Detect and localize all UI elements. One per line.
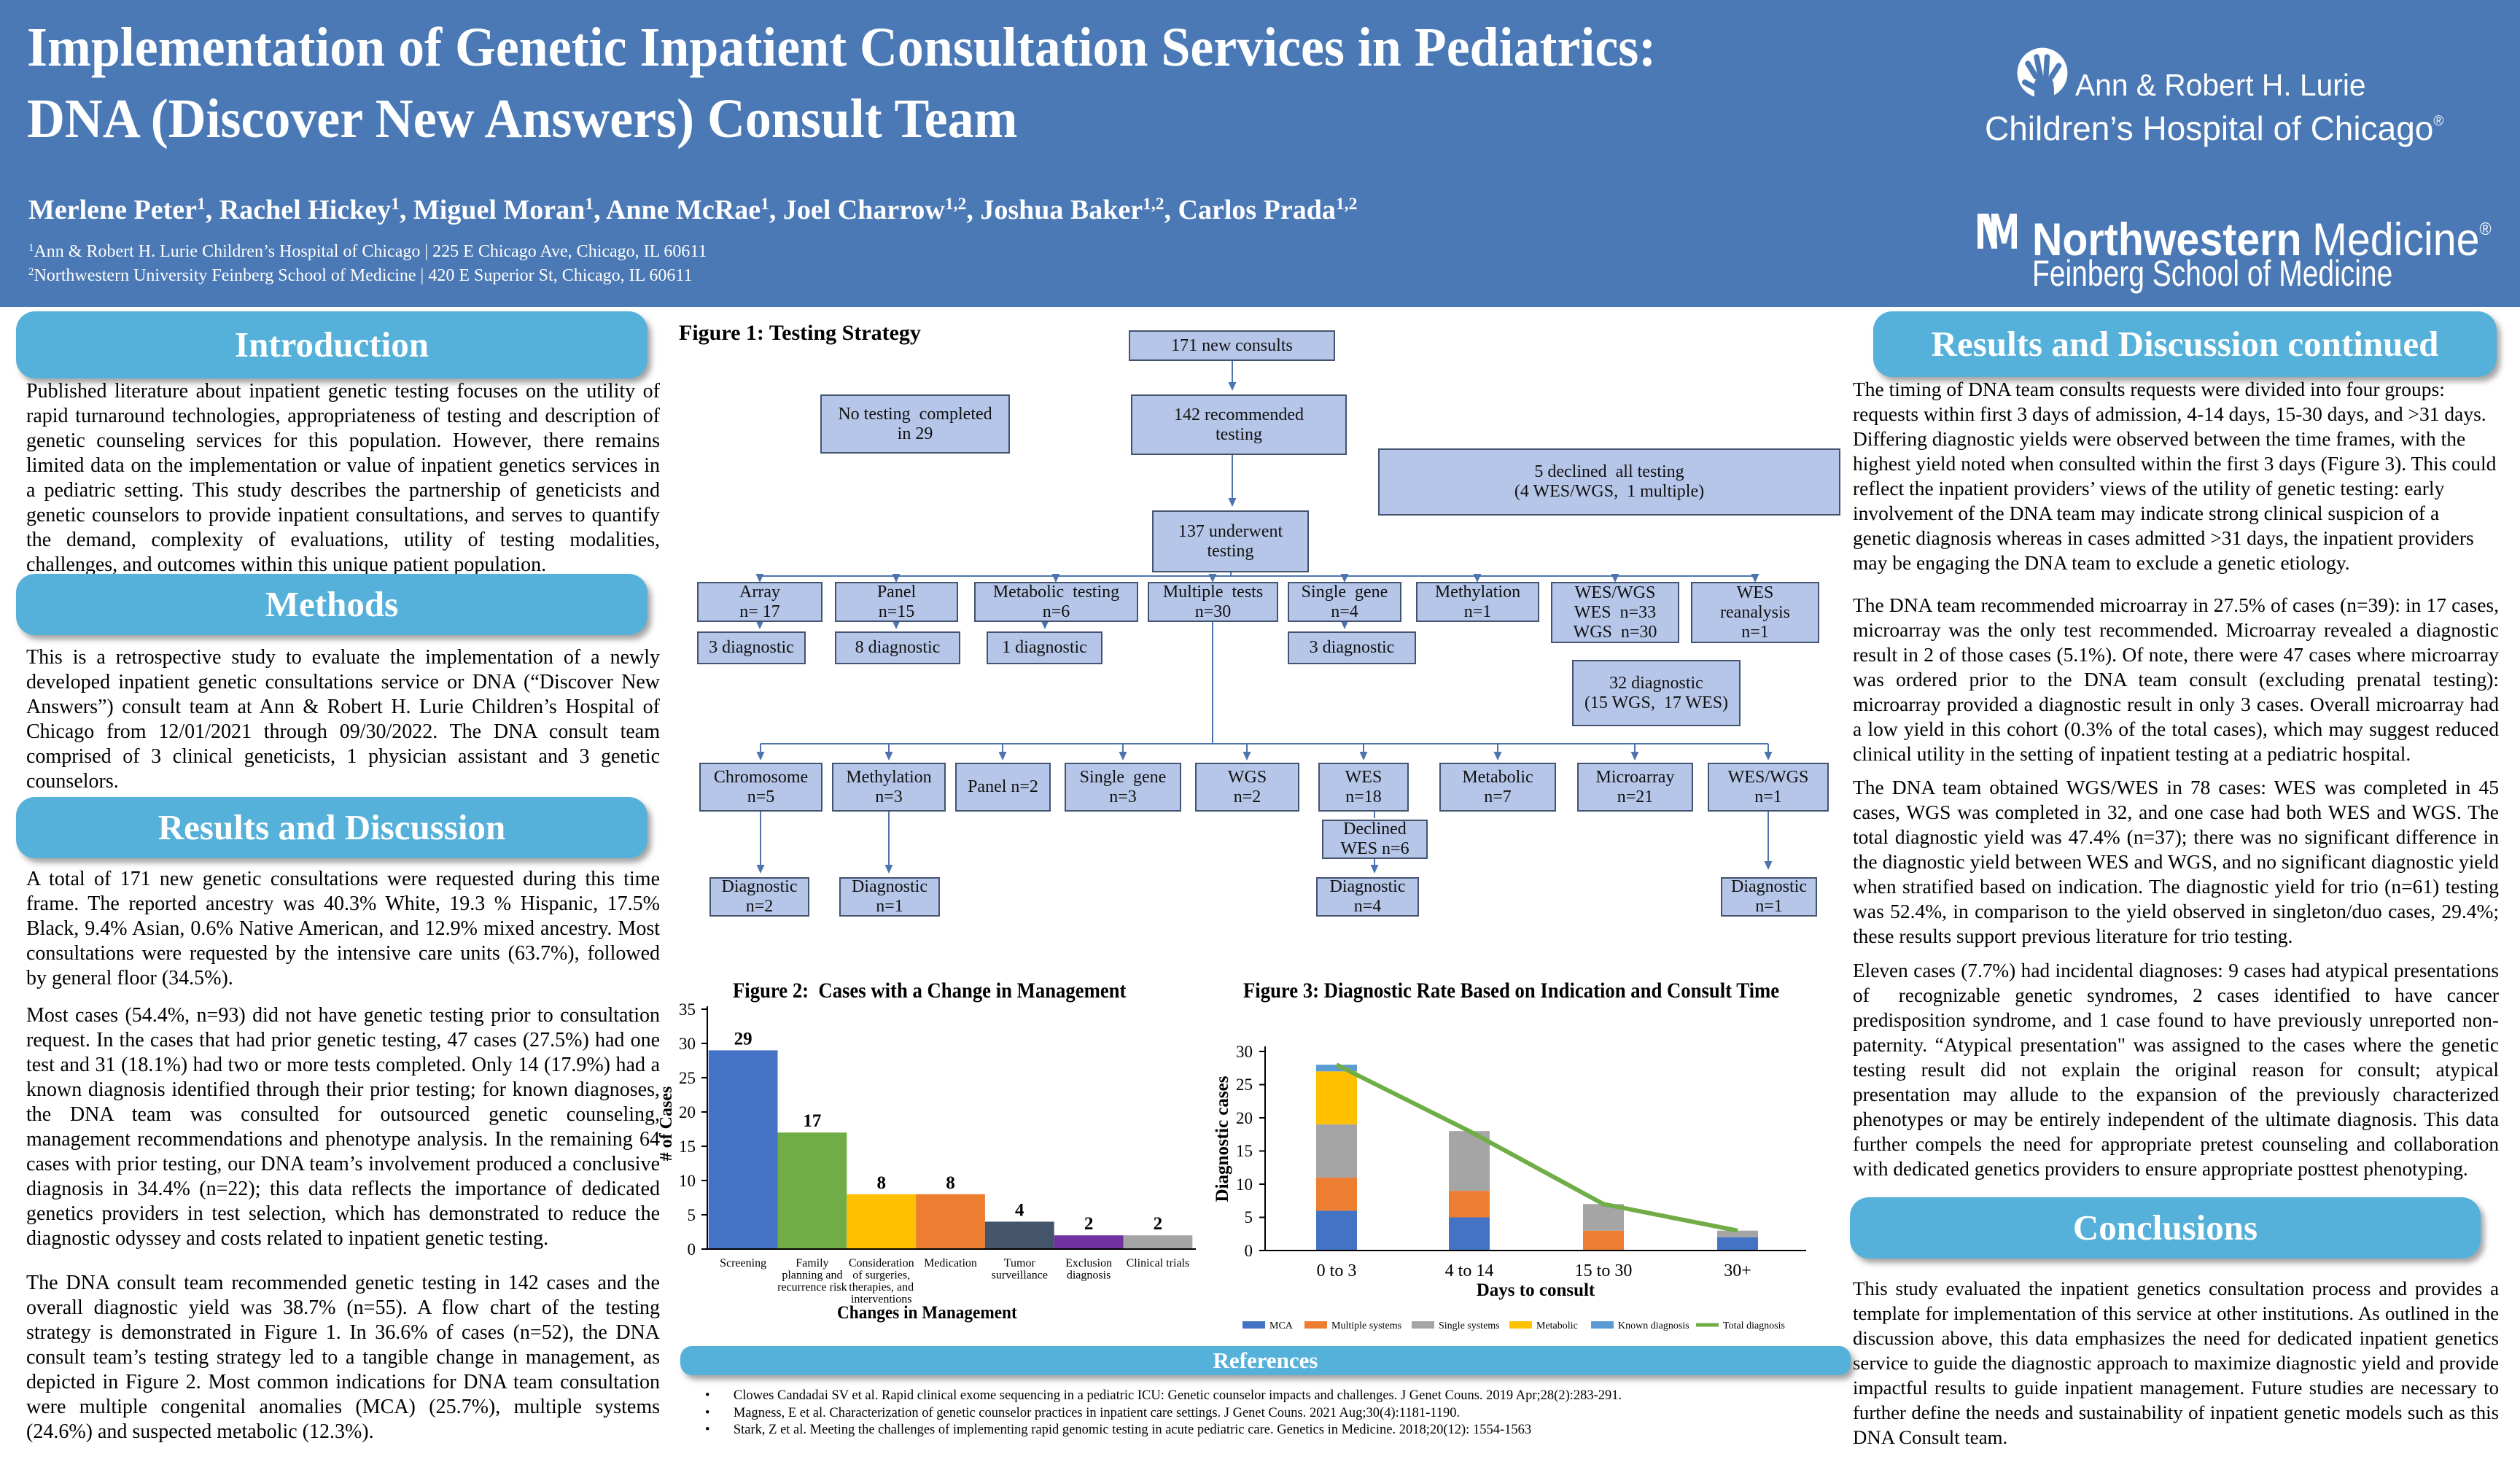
- svg-text:25: 25: [1236, 1076, 1253, 1094]
- svg-text:Clinical trials: Clinical trials: [1127, 1257, 1190, 1269]
- svg-text:0 to 3: 0 to 3: [1317, 1261, 1357, 1280]
- svg-text:20: 20: [1236, 1109, 1253, 1127]
- svg-text:therapies, and: therapies, and: [849, 1281, 914, 1294]
- svg-text:planning and: planning and: [782, 1269, 842, 1282]
- svg-text:29: 29: [734, 1029, 752, 1049]
- svg-text:17: 17: [803, 1111, 821, 1131]
- svg-text:diagnosis: diagnosis: [1067, 1269, 1111, 1282]
- svg-text:5: 5: [1245, 1208, 1253, 1226]
- svg-text:Single systems: Single systems: [1439, 1321, 1500, 1331]
- svg-text:MCA: MCA: [1269, 1321, 1294, 1331]
- svg-text:30: 30: [679, 1035, 696, 1053]
- svg-text:recurrence risk: recurrence risk: [777, 1281, 847, 1294]
- svg-text:Family: Family: [796, 1257, 828, 1269]
- svg-text:Diagnostic cases: Diagnostic cases: [1213, 1076, 1232, 1202]
- svg-text:2: 2: [1084, 1214, 1094, 1234]
- svg-text:35: 35: [679, 1000, 696, 1019]
- svg-text:Total diagnosis: Total diagnosis: [1723, 1321, 1785, 1331]
- svg-text:of surgeries,: of surgeries,: [852, 1269, 910, 1282]
- svg-text:15: 15: [679, 1138, 696, 1156]
- svg-text:Screening: Screening: [720, 1257, 766, 1269]
- svg-text:25: 25: [679, 1069, 696, 1087]
- svg-text:30: 30: [1236, 1043, 1253, 1061]
- svg-text:10: 10: [1236, 1175, 1253, 1194]
- svg-text:Days to consult: Days to consult: [1477, 1280, 1595, 1300]
- svg-text:0: 0: [1245, 1242, 1253, 1260]
- svg-text:8: 8: [876, 1173, 886, 1193]
- svg-text:2: 2: [1154, 1214, 1163, 1234]
- svg-text:Consideration: Consideration: [849, 1257, 914, 1269]
- svg-text:surveillance: surveillance: [992, 1269, 1048, 1282]
- svg-text:8: 8: [946, 1173, 955, 1193]
- svg-text:# of Cases: # of Cases: [657, 1086, 676, 1162]
- svg-text:0: 0: [688, 1240, 696, 1259]
- svg-text:15: 15: [1236, 1142, 1253, 1160]
- svg-text:Known diagnosis: Known diagnosis: [1618, 1321, 1689, 1331]
- svg-text:30+: 30+: [1724, 1261, 1751, 1280]
- svg-text:10: 10: [679, 1172, 696, 1190]
- svg-text:5: 5: [688, 1206, 696, 1224]
- svg-text:Exclusion: Exclusion: [1065, 1257, 1112, 1269]
- svg-text:20: 20: [679, 1103, 696, 1121]
- svg-text:4 to 14: 4 to 14: [1445, 1261, 1494, 1280]
- svg-text:Multiple systems: Multiple systems: [1331, 1321, 1401, 1331]
- svg-text:Tumor: Tumor: [1004, 1257, 1036, 1269]
- svg-text:15 to 30: 15 to 30: [1575, 1261, 1633, 1280]
- svg-text:Metabolic: Metabolic: [1536, 1321, 1578, 1331]
- svg-text:Medication: Medication: [924, 1257, 977, 1269]
- svg-text:interventions: interventions: [851, 1294, 912, 1306]
- svg-text:4: 4: [1015, 1200, 1024, 1220]
